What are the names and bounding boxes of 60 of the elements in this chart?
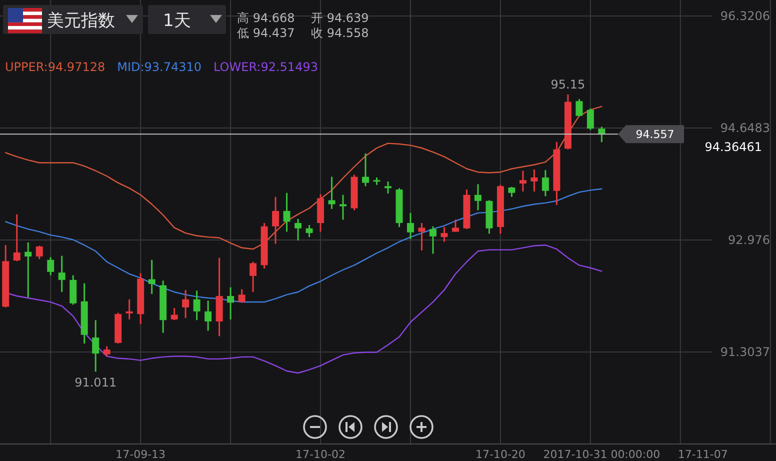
candlestick [340, 194, 346, 220]
x-tick-label: 17-09-13 [116, 448, 166, 461]
candlestick [238, 288, 246, 304]
y-tick-label: 94.6483 [720, 121, 770, 136]
annotation: 低 94.437 [237, 26, 295, 40]
candlestick [13, 214, 20, 262]
candlestick [182, 289, 190, 319]
candlestick [126, 298, 133, 320]
text: LOWER:92.51493 [214, 60, 318, 74]
candlestick [204, 300, 212, 332]
candlestick [283, 192, 290, 232]
candlestick [36, 245, 43, 260]
candlestick [70, 274, 77, 306]
annotation: 收 94.558 [311, 26, 369, 40]
candlestick [328, 176, 336, 210]
candlestick [92, 319, 100, 372]
candlestick [576, 98, 583, 118]
x-tick-label: 17-11-07 [678, 448, 728, 461]
annotation: 高 94.668 [237, 11, 295, 25]
ref-line-label: 94.557 [636, 128, 674, 142]
candlestick [362, 152, 369, 187]
candlestick [452, 218, 459, 232]
y-tick-label: 92.976 [728, 233, 770, 248]
candlestick [508, 186, 516, 198]
text: 1天 [163, 11, 191, 31]
candlestick [384, 180, 392, 194]
text: UPPER:94.97128 [5, 60, 106, 74]
candlestick [530, 168, 538, 192]
text: 美元指数 [47, 11, 115, 31]
candlestick [474, 183, 482, 212]
candlestick [542, 169, 549, 197]
candlestick [272, 196, 280, 245]
candlestick [24, 242, 32, 298]
candlestick [148, 259, 156, 295]
candlestick [598, 126, 606, 143]
candlestick [430, 226, 436, 255]
text: MID:93.74310 [117, 60, 202, 74]
candlestick [440, 226, 448, 243]
annotation: 94.36461 [704, 140, 762, 154]
y-tick-label: 96.3206 [720, 9, 770, 24]
candlestick [103, 345, 110, 358]
candlestick [586, 108, 594, 131]
candlestick [407, 212, 414, 240]
candlestick [227, 286, 234, 320]
annotation: 开 94.639 [311, 11, 369, 25]
candlestick [519, 170, 526, 192]
annotation: 95.15 [550, 77, 586, 92]
candlestick [58, 255, 66, 293]
candlestick [47, 256, 54, 276]
candlestick [193, 290, 200, 321]
candlestick [418, 222, 426, 252]
annotation: 91.011 [74, 376, 117, 390]
x-tick-label: 2017-10-31 00:00:00 [543, 448, 660, 461]
x-tick-label: 17-10-20 [475, 448, 526, 461]
candlestick [294, 218, 302, 242]
candlestick [250, 261, 257, 293]
candlestick [170, 307, 178, 321]
y-tick-label: 91.3037 [720, 345, 770, 360]
x-tick-label: 17-10-02 [296, 448, 346, 461]
candlestick [306, 224, 313, 238]
